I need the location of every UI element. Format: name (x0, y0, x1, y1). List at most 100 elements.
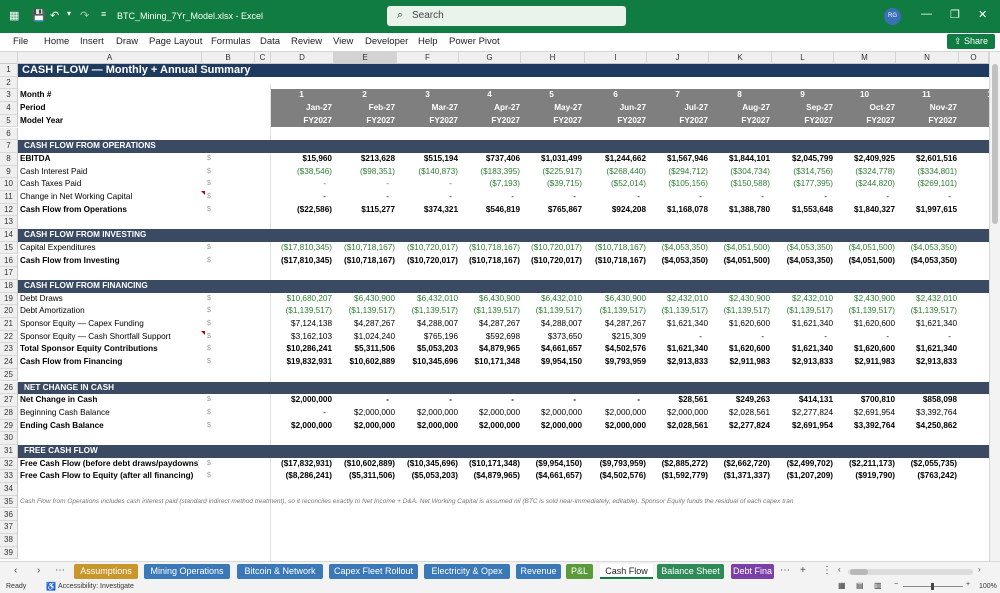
normal-view-icon[interactable]: ▦ (838, 581, 846, 590)
header-cell[interactable]: Jan-27 (306, 103, 332, 113)
section-title[interactable]: NET CHANGE IN CASH (24, 382, 115, 392)
table-cell[interactable]: ($1,139,517) (599, 306, 646, 316)
column-header-o[interactable]: O (959, 52, 989, 64)
zoom-in-icon[interactable]: + (966, 581, 971, 588)
header-cell[interactable]: 6 (613, 90, 618, 100)
table-cell[interactable]: ($1,139,517) (285, 306, 332, 316)
row-header[interactable]: 18 (0, 279, 18, 293)
table-cell[interactable]: $2,911,983 (854, 357, 895, 367)
sheet-tab-bitcoin-network[interactable]: Bitcoin & Network (237, 564, 323, 579)
header-cell[interactable]: FY2027 (741, 115, 770, 125)
table-cell[interactable]: - (886, 192, 889, 201)
menu-draw[interactable]: Draw (116, 36, 139, 47)
table-cell[interactable]: $1,024,240 (354, 331, 395, 341)
table-cell[interactable]: $1,620,600 (854, 344, 895, 354)
table-cell[interactable]: $2,432,010 (916, 293, 957, 303)
sheet-title[interactable]: CASH FLOW — Monthly + Annual Summary (22, 64, 251, 76)
table-cell[interactable]: ($4,051,500) (723, 242, 770, 252)
row-header[interactable]: 23 (0, 343, 18, 357)
row-header[interactable]: 6 (0, 127, 18, 141)
column-header-g[interactable]: G (459, 52, 521, 64)
table-cell[interactable]: $7,124,138 (291, 319, 332, 328)
row-header[interactable]: 27 (0, 394, 18, 407)
section-title[interactable]: CASH FLOW FROM INVESTING (24, 230, 147, 240)
row-label[interactable]: Change in Net Working Capital (20, 192, 133, 201)
table-cell[interactable]: ($763,242) (917, 471, 957, 481)
table-cell[interactable]: - (824, 192, 827, 201)
header-cell[interactable]: 10 (859, 90, 870, 100)
table-cell[interactable]: ($10,718,167) (595, 242, 646, 252)
header-cell[interactable]: 8 (737, 90, 742, 100)
row-label[interactable]: Cash Interest Paid (20, 166, 88, 176)
row-header[interactable]: 17 (0, 267, 18, 280)
zoom-out-icon[interactable]: − (894, 581, 899, 588)
table-cell[interactable]: ($150,588) (730, 179, 770, 189)
table-cell[interactable]: ($4,051,500) (848, 255, 895, 265)
header-cell[interactable]: FY2027 (366, 115, 395, 125)
row-header[interactable]: 34 (0, 483, 18, 496)
sheet-tab-p-l[interactable]: P&L (566, 564, 593, 579)
table-cell[interactable]: ($183,395) (480, 166, 520, 176)
table-cell[interactable]: $374,321 (423, 204, 458, 214)
table-cell[interactable]: - (386, 192, 389, 201)
undo-icon[interactable]: ↶ (50, 10, 60, 22)
table-cell[interactable]: ($10,602,889) (344, 458, 395, 468)
table-cell[interactable]: $1,621,340 (667, 319, 708, 328)
column-header-j[interactable]: J (647, 52, 709, 64)
table-cell[interactable]: $10,286,241 (286, 344, 332, 354)
table-cell[interactable]: $249,263 (735, 395, 770, 405)
row-header[interactable]: 15 (0, 241, 18, 255)
menu-view[interactable]: View (333, 36, 354, 47)
table-cell[interactable]: ($10,720,017) (531, 242, 582, 252)
row-label[interactable]: Sponsor Equity — Cash Shortfall Support (20, 331, 171, 341)
sheet-tab-assumptions[interactable]: Assumptions (74, 564, 138, 579)
table-cell[interactable]: $2,000,000 (479, 420, 520, 430)
table-cell[interactable]: $2 (959, 153, 989, 166)
table-cell[interactable]: ($4,661,657) (535, 471, 582, 481)
table-cell[interactable]: $115,277 (361, 204, 395, 214)
table-cell[interactable]: ($4,053,350) (786, 242, 833, 252)
table-cell[interactable]: $1,840,327 (854, 204, 895, 214)
table-cell[interactable]: $1,031,499 (541, 153, 582, 163)
table-cell[interactable]: $215,309 (611, 331, 646, 341)
header-cell[interactable]: Oct-27 (869, 103, 895, 113)
search-box[interactable]: ⌕ Search (387, 6, 626, 26)
table-cell[interactable]: ($4 (959, 470, 989, 483)
row-label[interactable]: Beginning Cash Balance (20, 407, 110, 417)
column-header-m[interactable]: M (834, 52, 896, 64)
header-cell[interactable]: 11 (922, 90, 931, 100)
table-cell[interactable]: $28,561 (678, 395, 708, 405)
row-header[interactable]: 28 (0, 406, 18, 420)
table-cell[interactable]: $2,028,561 (729, 407, 770, 417)
table-cell[interactable]: ($1,592,779) (661, 471, 708, 481)
accessibility-status[interactable]: Accessibility: Investigate (58, 583, 134, 590)
table-cell[interactable]: $1,620,600 (729, 319, 770, 328)
table-cell[interactable]: $765,196 (423, 331, 458, 341)
worksheet-grid[interactable]: CASH FLOW — Monthly + Annual Summary Mont… (18, 64, 989, 561)
table-cell[interactable]: $4,288,007 (417, 319, 458, 328)
row-header[interactable]: 8 (0, 152, 18, 166)
table-cell[interactable]: ($4,053,350) (661, 242, 708, 252)
table-cell[interactable]: ($4,502,576) (599, 471, 646, 481)
table-cell[interactable]: $1,620,600 (854, 319, 895, 328)
column-header-c[interactable]: C (255, 52, 271, 64)
table-cell[interactable]: $2,045,799 (792, 153, 833, 163)
row-label[interactable]: EBITDA (20, 153, 51, 163)
table-cell[interactable]: $2,000,000 (479, 407, 520, 417)
row-header[interactable]: 2 (0, 76, 18, 90)
table-cell[interactable]: $1, (959, 394, 989, 407)
menu-review[interactable]: Review (291, 36, 323, 47)
table-cell[interactable]: ($10,718,167) (595, 255, 646, 265)
row-header[interactable]: 5 (0, 114, 18, 128)
header-cell[interactable]: Nov-27 (929, 103, 957, 113)
table-cell[interactable]: ($10,345,696) (407, 458, 458, 468)
row-header[interactable]: 13 (0, 216, 18, 230)
row-header[interactable]: 24 (0, 356, 18, 369)
table-cell[interactable]: ($268,440) (606, 166, 646, 176)
table-cell[interactable]: ($1,207,209) (786, 471, 833, 481)
sheet-tab-balance-sheet[interactable]: Balance Sheet (657, 564, 724, 579)
table-cell[interactable]: $4,250,862 (916, 420, 957, 430)
table-cell[interactable]: - (386, 395, 389, 405)
table-cell[interactable]: ($1,139,517) (348, 306, 395, 316)
header-cell[interactable]: FY2027 (928, 115, 957, 125)
